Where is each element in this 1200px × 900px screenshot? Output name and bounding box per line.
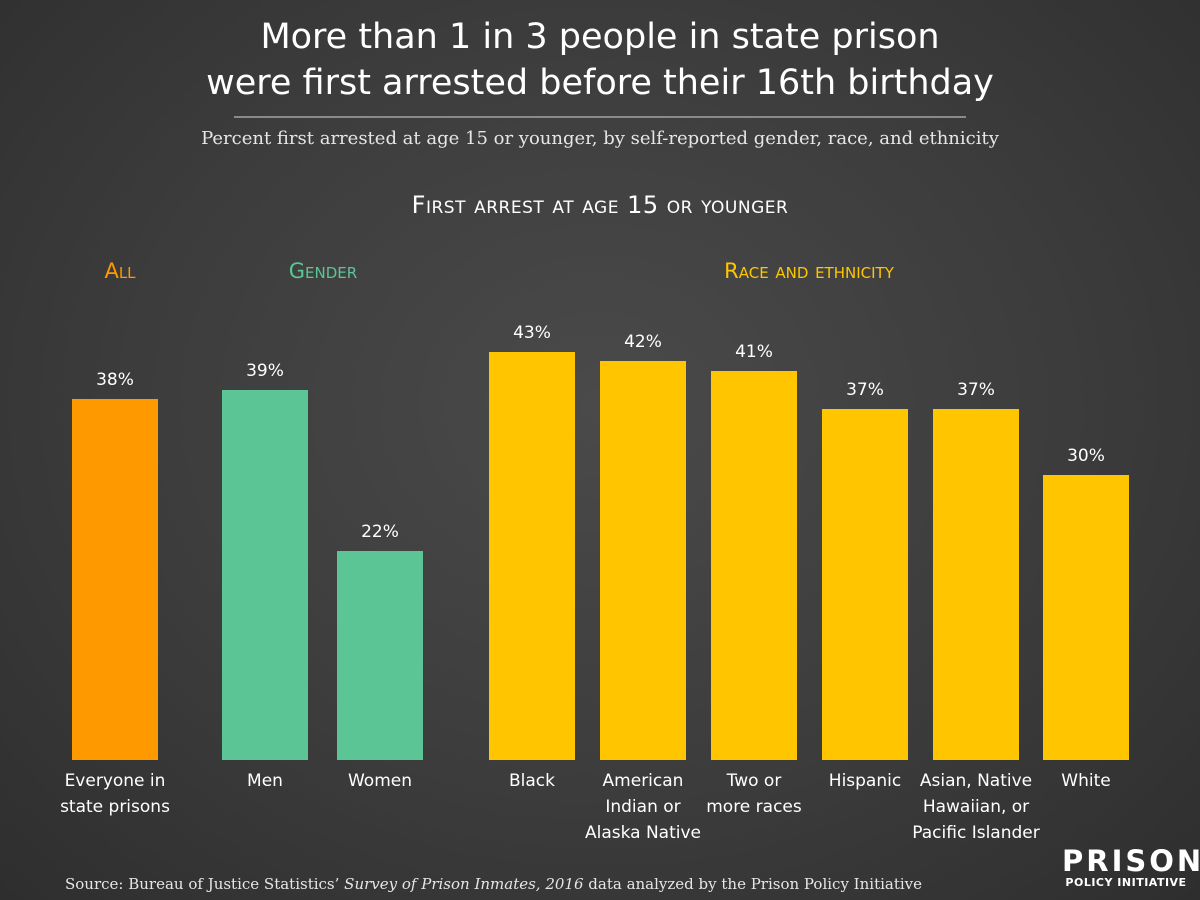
category-label-race-3: Hispanic — [828, 771, 902, 791]
value-label-race-2: 41% — [735, 341, 773, 362]
value-label-race-0: 43% — [513, 322, 551, 343]
category-label-race-4: Asian, Native Hawaiian, or Pacific Islande… — [912, 771, 1040, 843]
category-label-race-2: Two or more races — [706, 771, 802, 817]
bar-all-0 — [72, 399, 158, 760]
value-label-all-0: 38% — [96, 370, 134, 391]
title-line-2: were first arrested before their 16th bi… — [206, 63, 994, 103]
category-label-gender-0: Men — [247, 771, 283, 791]
logo-text-bottom: POLICY INITIATIVE — [1065, 876, 1187, 889]
bar-race-2 — [711, 370, 797, 760]
category-label-gender-1: Women — [347, 771, 412, 791]
prison-policy-initiative-logo: PRISON POLICY INITIATIVE — [1062, 844, 1200, 890]
bar-gender-0 — [222, 389, 308, 760]
source-title: Survey of Prison Inmates, 2016 — [344, 875, 584, 893]
chart-title: More than 1 in 3 people in state prison … — [0, 14, 1200, 106]
value-label-gender-0: 39% — [246, 360, 284, 381]
source-prefix: Source: Bureau of Justice Statistics’ — [65, 875, 345, 893]
group-label-all: All — [104, 259, 136, 283]
section-title: First arrest at age 15 or younger — [411, 191, 789, 219]
bar-gender-1 — [337, 551, 423, 760]
bar-race-0 — [489, 351, 575, 760]
value-label-race-1: 42% — [624, 332, 662, 353]
value-label-race-3: 37% — [846, 379, 884, 400]
source-note: Source: Bureau of Justice Statistics’ Su… — [65, 875, 922, 893]
category-label-all-0: Everyone in state prisons — [60, 771, 170, 817]
chart-subtitle: Percent first arrested at age 15 or youn… — [201, 128, 999, 149]
group-label-gender: Gender — [288, 259, 358, 283]
value-label-race-5: 30% — [1067, 446, 1105, 467]
category-label-race-0: Black — [509, 771, 555, 791]
value-label-race-4: 37% — [957, 379, 995, 400]
category-label-race-5: White — [1061, 771, 1111, 791]
title-line-1: More than 1 in 3 people in state prison — [260, 17, 940, 57]
logo-text-top: PRISON — [1062, 844, 1200, 878]
bar-race-4 — [933, 408, 1019, 760]
bar-race-3 — [822, 408, 908, 760]
group-label-race: Race and ethnicity — [724, 259, 894, 283]
source-suffix: data analyzed by the Prison Policy Initi… — [583, 875, 923, 893]
value-label-gender-1: 22% — [361, 522, 399, 543]
bar-race-5 — [1043, 475, 1129, 760]
title-divider — [234, 116, 966, 118]
category-label-race-1: American Indian or Alaska Native — [584, 771, 702, 843]
bar-race-1 — [600, 361, 686, 760]
